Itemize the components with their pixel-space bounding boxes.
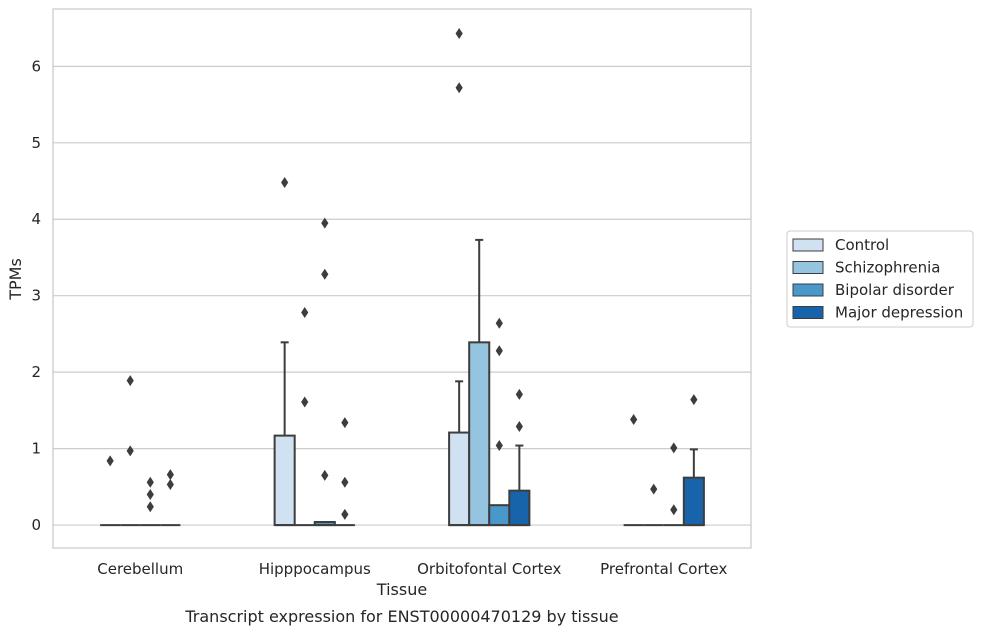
- outlier-point: [301, 307, 309, 319]
- y-tick-label: 4: [31, 210, 41, 228]
- box-body: [468, 341, 491, 527]
- outlier-point: [515, 388, 523, 400]
- outlier-point: [281, 177, 289, 189]
- x-tick-label: Orbitofontal Cortex: [417, 560, 561, 578]
- outlier-point: [495, 440, 503, 452]
- x-tick-labels: Cerebellum Hipppocampus Orbitofontal Corte…: [97, 560, 727, 578]
- y-tick-labels: 0 1 2 3 4 5 6: [31, 57, 41, 534]
- box-3-2: [508, 388, 531, 527]
- x-tick-label: Prefrontal Cortex: [600, 560, 727, 578]
- legend-label: Control: [835, 236, 889, 254]
- box-body: [682, 476, 705, 527]
- x-tick-label: Cerebellum: [97, 560, 183, 578]
- outlier-point: [146, 476, 154, 488]
- outlier-point: [301, 396, 309, 408]
- box-0-0: [100, 455, 121, 527]
- outlier-point: [515, 420, 523, 432]
- outlier-point: [495, 317, 503, 329]
- outlier-point: [126, 445, 134, 457]
- outlier-point: [495, 345, 503, 357]
- box-2-1: [313, 217, 336, 527]
- legend: Control Schizophrenia Bipolar disorder Majo…: [786, 230, 974, 328]
- box-groups: [100, 27, 705, 527]
- outlier-point: [455, 82, 463, 94]
- outlier-point: [321, 469, 329, 481]
- box-1-0: [120, 375, 141, 527]
- outlier-point: [670, 442, 678, 454]
- x-axis-label: Tissue: [376, 580, 427, 599]
- outlier-point: [321, 217, 329, 229]
- y-tick-label: 1: [31, 440, 41, 458]
- outlier-point: [630, 414, 638, 426]
- box-2-0: [140, 476, 161, 527]
- outlier-point: [166, 479, 174, 491]
- y-tick-label: 2: [31, 363, 41, 381]
- box-3-0: [160, 469, 181, 527]
- outlier-point: [341, 417, 349, 429]
- chart-caption: Transcript expression for ENST0000047012…: [184, 607, 618, 626]
- box-0-2: [448, 27, 471, 527]
- y-tick-label: 3: [31, 287, 41, 305]
- outlier-point: [341, 476, 349, 488]
- legend-swatch: [792, 238, 824, 252]
- box-3-3: [682, 394, 705, 527]
- x-tick-label: Hipppocampus: [259, 560, 371, 578]
- outlier-point: [106, 455, 114, 467]
- legend-label: Major depression: [835, 304, 963, 322]
- outlier-point: [670, 504, 678, 516]
- y-tick-label: 5: [31, 134, 41, 152]
- legend-label: Bipolar disorder: [835, 281, 955, 299]
- box-2-2: [488, 317, 511, 527]
- gridlines: [53, 65, 751, 526]
- box-body: [488, 504, 511, 527]
- outlier-point: [146, 488, 154, 500]
- box-1-1: [294, 307, 315, 527]
- outlier-point: [455, 27, 463, 39]
- outlier-point: [146, 501, 154, 513]
- outlier-point: [690, 394, 698, 406]
- outlier-point: [321, 268, 329, 280]
- legend-swatch: [792, 283, 824, 297]
- box-1-2: [468, 238, 491, 527]
- box-2-3: [663, 442, 684, 527]
- box-3-1: [334, 417, 355, 527]
- box-0-3: [623, 414, 644, 527]
- legend-swatch: [792, 306, 824, 319]
- box-0-1: [273, 177, 296, 527]
- legend-swatch: [792, 261, 824, 274]
- outlier-point: [650, 483, 658, 495]
- legend-frame: [786, 230, 974, 328]
- box-body: [448, 431, 471, 527]
- outlier-point: [126, 375, 134, 387]
- legend-label: Schizophrenia: [835, 259, 940, 277]
- outlier-point: [341, 508, 349, 520]
- y-tick-label: 0: [31, 516, 41, 534]
- box-body: [273, 434, 296, 527]
- y-axis-label: TPMs: [6, 258, 25, 301]
- y-tick-label: 6: [31, 57, 41, 75]
- plot-frame: [52, 8, 752, 549]
- box-body: [508, 489, 531, 527]
- box-1-3: [643, 483, 664, 527]
- outlier-point: [166, 469, 174, 481]
